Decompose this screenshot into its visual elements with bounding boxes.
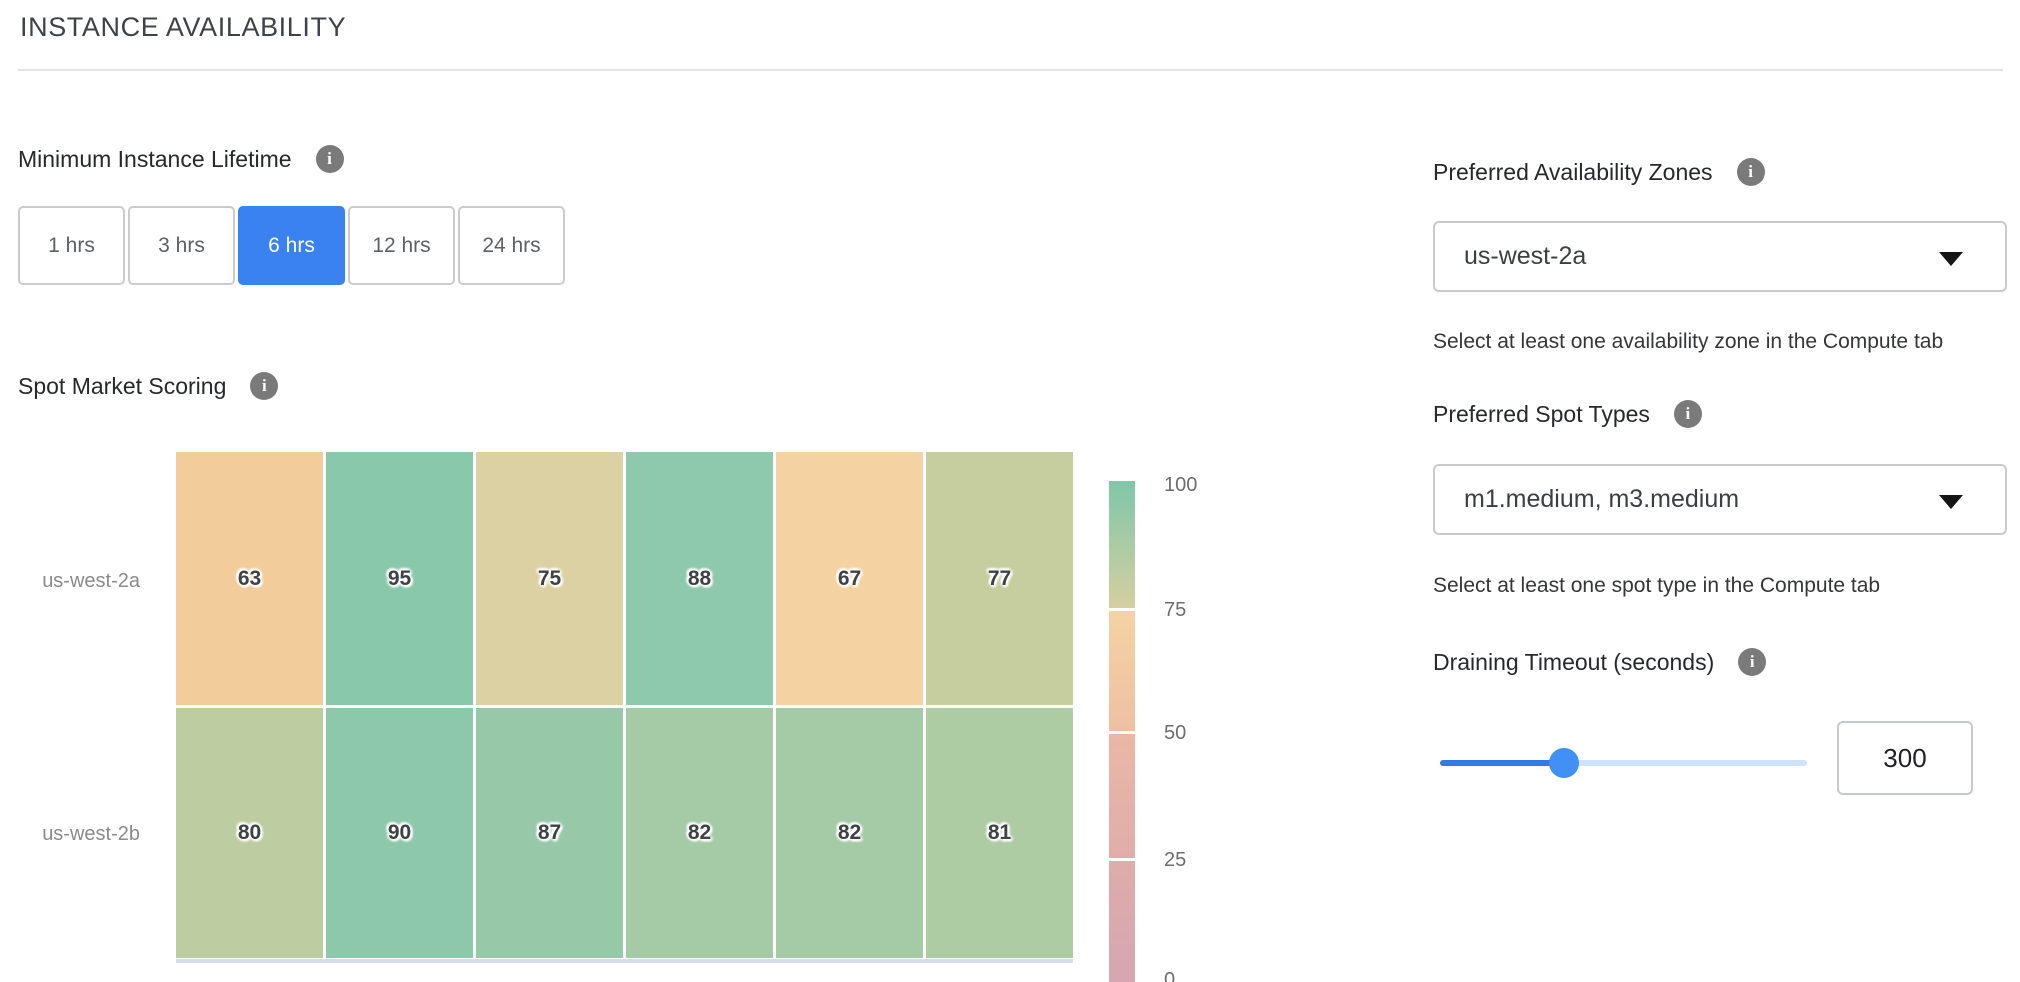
spot-types-dropdown-value: m1.medium, m3.medium: [1464, 485, 1740, 513]
colorbar-segment: [1109, 611, 1135, 731]
heatmap-cell: 87: [476, 708, 623, 958]
info-icon[interactable]: i: [1673, 400, 1702, 428]
spot-market-heatmap: 63 95 75 88 67 77 80 90 87 82 82 81: [176, 452, 1073, 958]
minimum-instance-lifetime-label-row: Minimum Instance Lifetime i: [18, 145, 344, 173]
lifetime-button-group: 1 hrs 3 hrs 6 hrs 12 hrs 24 hrs: [18, 206, 565, 285]
heatmap-cell: 82: [626, 708, 773, 958]
preferred-availability-zones-label: Preferred Availability Zones: [1433, 158, 1713, 185]
heatmap-cell: 88: [626, 452, 773, 705]
heatmap-cell: 90: [326, 708, 473, 958]
slider-thumb[interactable]: [1549, 748, 1580, 778]
draining-timeout-input[interactable]: [1837, 721, 1973, 795]
heatmap-cell: 81: [926, 708, 1073, 958]
heatmap-cell: 95: [326, 452, 473, 705]
heatmap-baseline: [176, 959, 1073, 963]
colorbar-tick: 25: [1164, 849, 1187, 871]
availability-zones-dropdown-value: us-west-2a: [1464, 242, 1587, 270]
colorbar-segment: [1109, 734, 1135, 858]
heatmap-cell: 77: [926, 452, 1073, 705]
heatmap-colorbar: [1109, 481, 1135, 982]
lifetime-button-12hrs[interactable]: 12 hrs: [348, 206, 455, 285]
preferred-availability-zones-label-row: Preferred Availability Zones i: [1433, 158, 1765, 186]
draining-timeout-slider[interactable]: [1440, 748, 1807, 778]
spot-market-scoring-label-row: Spot Market Scoring i: [18, 372, 279, 400]
lifetime-button-6hrs[interactable]: 6 hrs: [238, 206, 345, 285]
slider-fill: [1440, 760, 1565, 766]
draining-timeout-label-row: Draining Timeout (seconds) i: [1433, 648, 1767, 676]
lifetime-button-1hrs[interactable]: 1 hrs: [18, 206, 125, 285]
colorbar-tick: 0: [1164, 969, 1176, 982]
info-icon[interactable]: i: [250, 372, 279, 400]
minimum-instance-lifetime-label: Minimum Instance Lifetime: [18, 145, 292, 172]
availability-zones-helper-text: Select at least one availability zone in…: [1433, 330, 1944, 353]
header-divider: [18, 69, 2003, 71]
lifetime-button-3hrs[interactable]: 3 hrs: [128, 206, 235, 285]
heatmap-cell: 80: [176, 708, 323, 958]
lifetime-button-24hrs[interactable]: 24 hrs: [458, 206, 565, 285]
heatmap-row-label: us-west-2a: [42, 570, 140, 592]
spot-types-helper-text: Select at least one spot type in the Com…: [1433, 574, 1881, 597]
page-title: INSTANCE AVAILABILITY: [20, 12, 347, 42]
info-icon[interactable]: i: [315, 145, 344, 173]
preferred-spot-types-label-row: Preferred Spot Types i: [1433, 400, 1702, 428]
heatmap-cell: 67: [776, 452, 923, 705]
availability-zones-dropdown[interactable]: us-west-2a: [1433, 221, 2007, 292]
heatmap-row-label: us-west-2b: [42, 823, 140, 845]
colorbar-tick: 50: [1164, 722, 1187, 744]
chevron-down-icon: [1939, 494, 1963, 509]
colorbar-tick: 75: [1164, 599, 1187, 621]
chevron-down-icon: [1939, 251, 1963, 266]
info-icon[interactable]: i: [1738, 648, 1767, 676]
colorbar-segment: [1109, 481, 1135, 608]
heatmap-cell: 82: [776, 708, 923, 958]
info-icon[interactable]: i: [1736, 158, 1765, 186]
colorbar-tick: 100: [1164, 474, 1198, 496]
heatmap-cell: 75: [476, 452, 623, 705]
spot-types-dropdown[interactable]: m1.medium, m3.medium: [1433, 464, 2007, 535]
heatmap-cell: 63: [176, 452, 323, 705]
preferred-spot-types-label: Preferred Spot Types: [1433, 400, 1650, 427]
colorbar-segment: [1109, 861, 1135, 982]
draining-timeout-label: Draining Timeout (seconds): [1433, 648, 1715, 675]
spot-market-scoring-label: Spot Market Scoring: [18, 372, 227, 399]
